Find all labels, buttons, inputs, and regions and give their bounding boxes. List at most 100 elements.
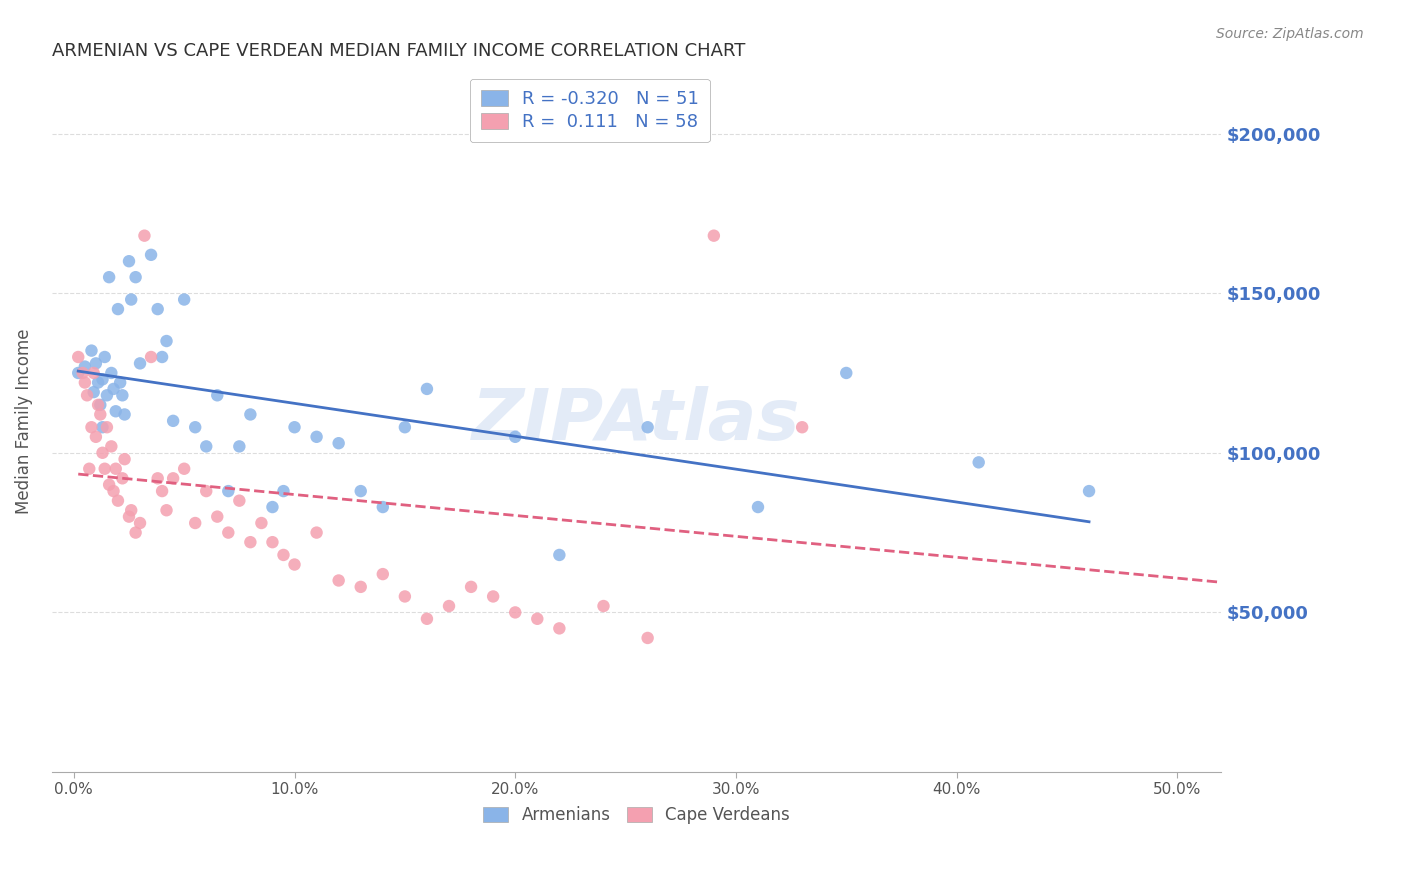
Point — [328, 574, 350, 588]
Point — [155, 334, 177, 348]
Point — [76, 388, 98, 402]
Point — [503, 430, 526, 444]
Point — [371, 567, 394, 582]
Text: ARMENIAN VS CAPE VERDEAN MEDIAN FAMILY INCOME CORRELATION CHART: ARMENIAN VS CAPE VERDEAN MEDIAN FAMILY I… — [52, 42, 745, 60]
Point — [792, 420, 814, 434]
Point — [80, 420, 103, 434]
Point — [96, 420, 118, 434]
Point — [111, 388, 134, 402]
Point — [84, 356, 107, 370]
Point — [328, 436, 350, 450]
Point — [548, 621, 571, 635]
Point — [637, 420, 659, 434]
Point — [195, 484, 218, 499]
Point — [98, 477, 121, 491]
Point — [83, 385, 105, 400]
Point — [139, 248, 162, 262]
Point — [526, 612, 548, 626]
Point — [548, 548, 571, 562]
Point — [104, 461, 127, 475]
Point — [195, 439, 218, 453]
Point — [120, 503, 142, 517]
Point — [111, 471, 134, 485]
Point — [437, 599, 460, 613]
Point — [108, 376, 131, 390]
Point — [67, 350, 90, 364]
Point — [83, 366, 105, 380]
Point — [91, 372, 114, 386]
Point — [118, 509, 141, 524]
Point — [460, 580, 482, 594]
Point — [273, 484, 295, 499]
Point — [87, 398, 110, 412]
Point — [139, 350, 162, 364]
Point — [637, 631, 659, 645]
Point — [103, 382, 125, 396]
Point — [96, 388, 118, 402]
Point — [100, 439, 122, 453]
Point — [162, 471, 184, 485]
Point — [67, 366, 90, 380]
Point — [77, 461, 100, 475]
Point — [80, 343, 103, 358]
Point — [503, 606, 526, 620]
Point — [87, 376, 110, 390]
Point — [747, 500, 769, 514]
Text: ZIPAtlas: ZIPAtlas — [472, 386, 801, 455]
Point — [104, 404, 127, 418]
Point — [84, 430, 107, 444]
Point — [262, 500, 284, 514]
Point — [371, 500, 394, 514]
Point — [305, 525, 328, 540]
Point — [394, 590, 416, 604]
Point — [250, 516, 273, 530]
Point — [835, 366, 858, 380]
Point — [305, 430, 328, 444]
Point — [129, 516, 152, 530]
Point — [239, 408, 262, 422]
Point — [124, 270, 146, 285]
Point — [217, 484, 239, 499]
Point — [72, 366, 94, 380]
Point — [150, 484, 173, 499]
Point — [273, 548, 295, 562]
Point — [350, 484, 373, 499]
Point — [184, 420, 207, 434]
Point — [416, 382, 439, 396]
Point — [107, 302, 129, 317]
Point — [114, 452, 136, 467]
Point — [129, 356, 152, 370]
Point — [98, 270, 121, 285]
Point — [416, 612, 439, 626]
Point — [146, 471, 169, 485]
Point — [592, 599, 614, 613]
Point — [228, 439, 250, 453]
Point — [103, 484, 125, 499]
Point — [228, 493, 250, 508]
Point — [91, 420, 114, 434]
Legend: Armenians, Cape Verdeans: Armenians, Cape Verdeans — [472, 796, 800, 834]
Point — [482, 590, 505, 604]
Point — [150, 350, 173, 364]
Point — [89, 408, 111, 422]
Point — [93, 461, 115, 475]
Point — [207, 388, 229, 402]
Point — [146, 302, 169, 317]
Point — [207, 509, 229, 524]
Point — [967, 455, 990, 469]
Point — [89, 398, 111, 412]
Point — [1343, 382, 1365, 396]
Point — [1078, 484, 1101, 499]
Point — [93, 350, 115, 364]
Point — [184, 516, 207, 530]
Point — [100, 366, 122, 380]
Point — [283, 420, 305, 434]
Point — [283, 558, 305, 572]
Text: Source: ZipAtlas.com: Source: ZipAtlas.com — [1216, 27, 1364, 41]
Point — [162, 414, 184, 428]
Point — [239, 535, 262, 549]
Point — [73, 376, 96, 390]
Point — [124, 525, 146, 540]
Point — [173, 461, 195, 475]
Point — [114, 408, 136, 422]
